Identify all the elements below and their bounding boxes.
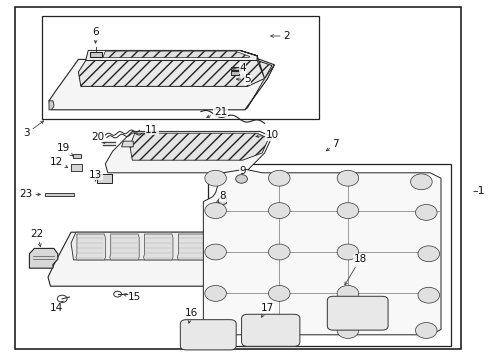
Polygon shape	[29, 248, 58, 268]
Text: 22: 22	[30, 229, 44, 247]
Circle shape	[337, 285, 359, 301]
Circle shape	[205, 323, 226, 338]
Text: –1: –1	[473, 186, 486, 196]
Text: 7: 7	[326, 139, 339, 151]
Polygon shape	[97, 174, 112, 183]
Text: 5: 5	[236, 74, 251, 84]
Polygon shape	[239, 232, 262, 286]
FancyBboxPatch shape	[327, 296, 388, 330]
Circle shape	[269, 244, 290, 260]
Polygon shape	[78, 60, 272, 86]
Polygon shape	[110, 234, 139, 260]
Text: 9: 9	[239, 166, 246, 179]
Polygon shape	[216, 197, 226, 206]
Text: 8: 8	[219, 191, 226, 203]
Circle shape	[205, 203, 226, 219]
Polygon shape	[211, 234, 241, 260]
FancyBboxPatch shape	[242, 314, 300, 346]
Circle shape	[269, 170, 290, 186]
Text: 10: 10	[256, 130, 278, 140]
Polygon shape	[231, 71, 239, 75]
Circle shape	[411, 174, 432, 190]
Text: 17: 17	[260, 303, 274, 317]
Text: 21: 21	[207, 107, 227, 118]
Text: 13: 13	[89, 170, 102, 181]
Circle shape	[205, 285, 226, 301]
Circle shape	[337, 203, 359, 219]
Bar	[42, 16, 318, 119]
Polygon shape	[49, 101, 54, 110]
Circle shape	[205, 244, 226, 260]
Text: 15: 15	[123, 292, 142, 302]
Polygon shape	[245, 65, 274, 110]
Text: 16: 16	[184, 308, 198, 323]
Text: 20: 20	[92, 132, 105, 143]
Text: 18: 18	[345, 254, 367, 285]
Polygon shape	[177, 234, 207, 260]
Polygon shape	[105, 131, 272, 173]
Text: 6: 6	[92, 27, 99, 43]
Text: 3: 3	[24, 121, 44, 138]
Polygon shape	[203, 169, 441, 335]
Text: 14: 14	[49, 301, 63, 313]
Text: 11: 11	[145, 125, 159, 135]
Bar	[208, 164, 451, 346]
Circle shape	[337, 323, 359, 338]
Bar	[45, 193, 74, 196]
Circle shape	[416, 323, 437, 338]
Polygon shape	[71, 232, 260, 260]
FancyBboxPatch shape	[180, 320, 236, 350]
Polygon shape	[49, 59, 274, 110]
Polygon shape	[231, 67, 239, 70]
Circle shape	[337, 170, 359, 186]
Polygon shape	[86, 50, 257, 60]
Polygon shape	[48, 232, 262, 286]
Text: 23: 23	[19, 189, 41, 199]
Text: 12: 12	[49, 157, 68, 168]
Circle shape	[418, 287, 440, 303]
Circle shape	[236, 175, 247, 183]
Circle shape	[269, 203, 290, 219]
Text: 2: 2	[270, 31, 290, 41]
Polygon shape	[76, 234, 105, 260]
Circle shape	[205, 170, 226, 186]
Polygon shape	[73, 154, 81, 158]
Circle shape	[269, 323, 290, 338]
Circle shape	[269, 285, 290, 301]
Circle shape	[416, 204, 437, 220]
Polygon shape	[122, 141, 133, 147]
Circle shape	[418, 246, 440, 262]
Text: 4: 4	[231, 63, 246, 73]
Polygon shape	[144, 234, 173, 260]
Circle shape	[337, 244, 359, 260]
Text: 19: 19	[57, 143, 73, 156]
Polygon shape	[90, 52, 102, 57]
Polygon shape	[240, 50, 265, 78]
Polygon shape	[103, 51, 250, 58]
Polygon shape	[130, 133, 269, 160]
Polygon shape	[71, 164, 82, 171]
